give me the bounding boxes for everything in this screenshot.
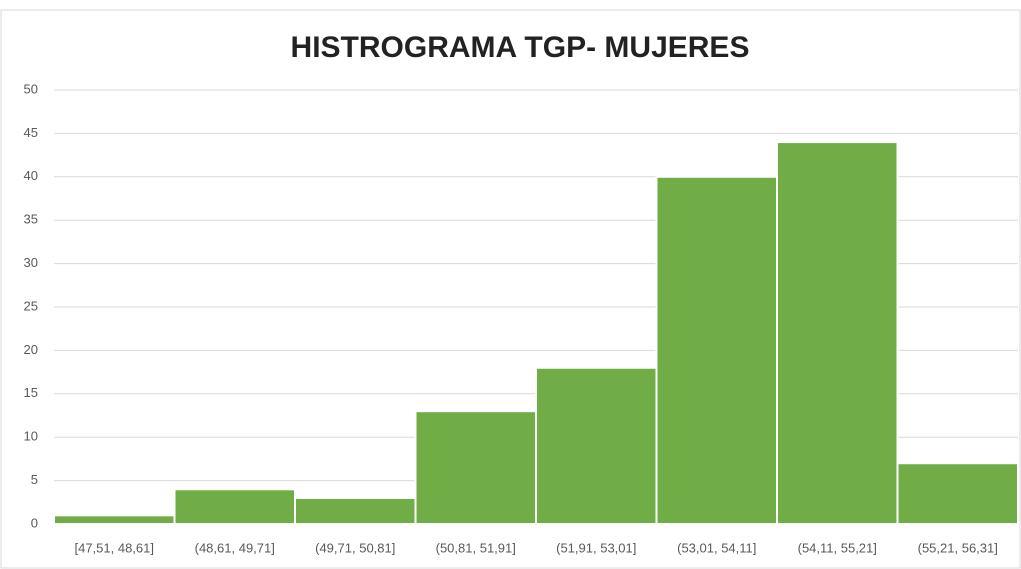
x-tick-label: (49,71, 50,81] [315, 540, 395, 555]
x-tick-label: (55,21, 56,31] [918, 540, 998, 555]
bar [53, 514, 176, 526]
y-tick-label: 0 [31, 515, 38, 530]
x-tick-label: (48,61, 49,71] [195, 540, 275, 555]
y-tick-label: 25 [24, 298, 38, 313]
x-tick-label: [47,51, 48,61] [74, 540, 154, 555]
bar [414, 410, 537, 525]
chart-title: HISTROGRAMA TGP- MUJERES [291, 31, 750, 64]
bar [776, 141, 899, 526]
bar [294, 496, 417, 525]
x-tick-label: (53,01, 54,11] [677, 540, 756, 555]
bar [535, 366, 658, 526]
x-tick-label: (54,11, 55,21] [798, 540, 877, 555]
y-tick-label: 30 [24, 255, 38, 270]
y-tick-label: 35 [24, 212, 38, 227]
y-tick-label: 20 [24, 342, 38, 357]
bar [173, 488, 296, 525]
x-tick-label: (50,81, 51,91] [436, 540, 516, 555]
bar [896, 462, 1019, 525]
y-tick-label: 45 [24, 125, 38, 140]
y-tick-label: 50 [24, 81, 38, 96]
bar [655, 175, 778, 526]
y-tick-label: 5 [31, 472, 38, 487]
y-tick-label: 15 [24, 385, 38, 400]
y-tick-label: 10 [24, 429, 38, 444]
x-tick-label: (51,91, 53,01] [556, 540, 636, 555]
y-tick-label: 40 [24, 168, 38, 183]
